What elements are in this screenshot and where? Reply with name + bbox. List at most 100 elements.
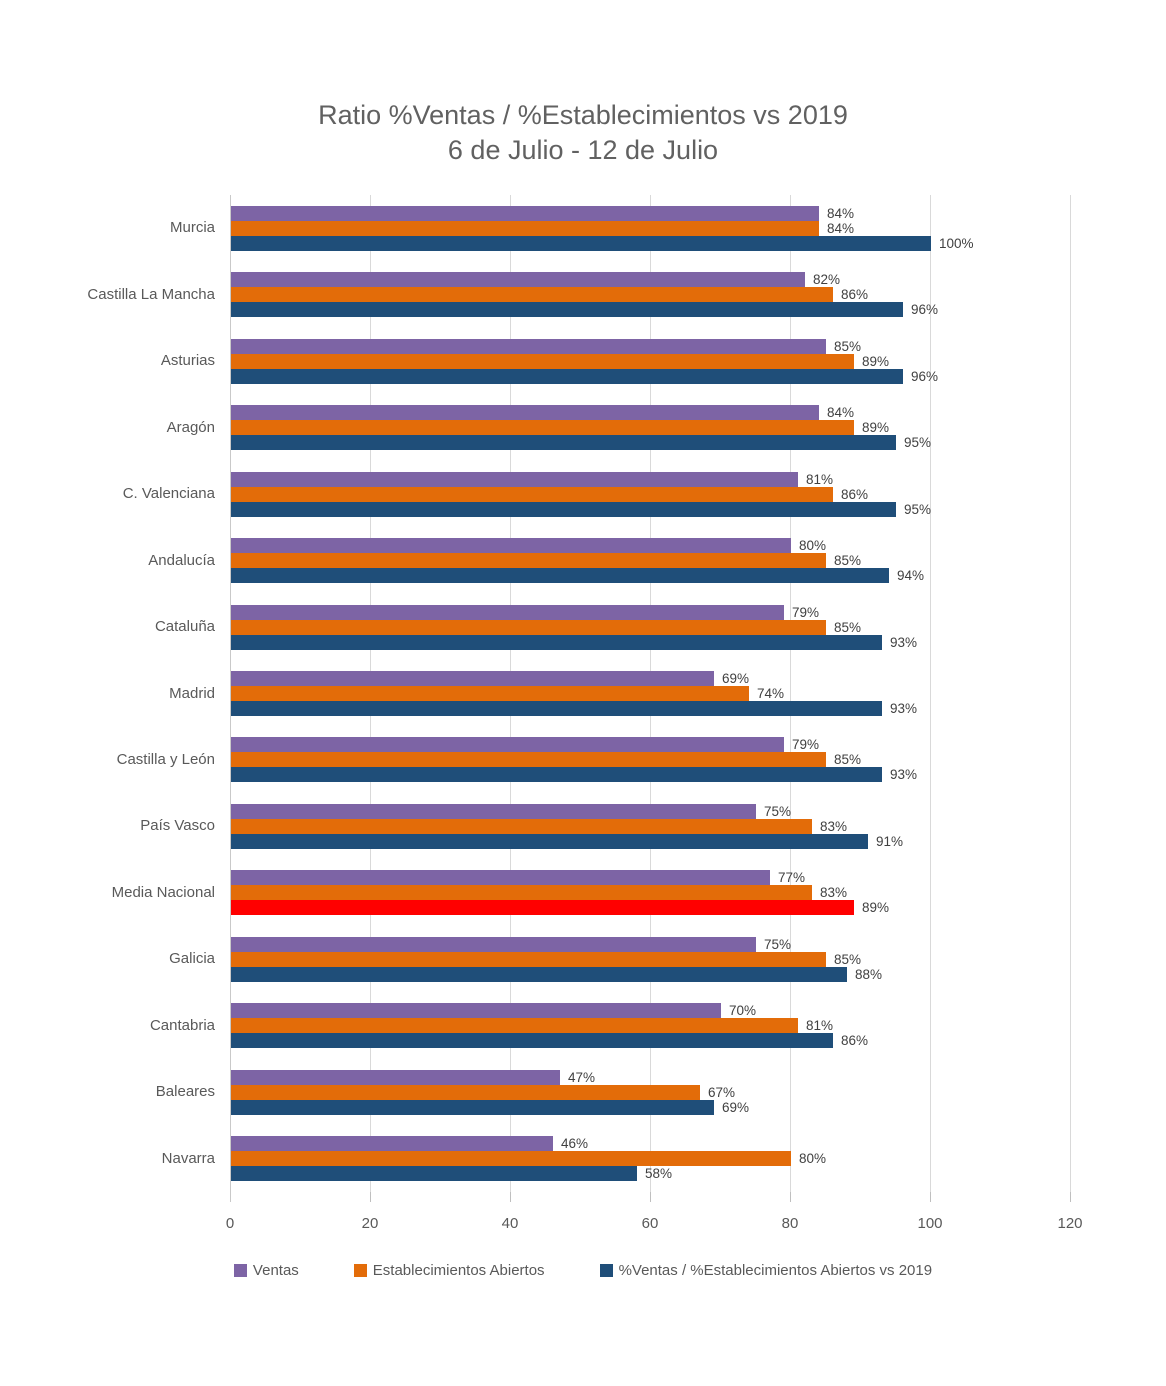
x-tick-label-0: 0 [225, 1215, 235, 1232]
bar-cantabria-establecimientos-abiertos [231, 1018, 798, 1034]
bar-value-label-arag-n-ventas-establecimientos-abiertos-vs-2019: 95% [904, 435, 932, 451]
category-label-madrid: Madrid [169, 684, 215, 702]
bar-value-label-asturias-ventas: 85% [834, 338, 862, 354]
bar-value-label-baleares-ventas-establecimientos-abiertos-vs-2019: 69% [722, 1099, 750, 1115]
x-axis-tick-40 [510, 1192, 511, 1202]
bar-andaluc-a-ventas-establecimientos-abiertos-vs-2019 [231, 568, 889, 584]
bar-value-label-navarra-ventas-establecimientos-abiertos-vs-2019: 58% [645, 1166, 673, 1182]
gridline-100 [930, 195, 931, 1192]
bar-highlight-media-nacional-ventas-establecimientos-abiertos-vs-2019 [231, 900, 854, 916]
bar-value-label-madrid-ventas: 69% [722, 671, 750, 686]
bar-value-label-catalu-a-ventas-establecimientos-abiertos-vs-2019: 93% [890, 634, 918, 650]
bar-value-label-asturias-establecimientos-abiertos: 89% [862, 353, 890, 369]
bar-value-label-castilla-la-mancha-ventas-establecimientos-abiertos-vs-2019: 96% [911, 302, 939, 318]
bar-value-label-galicia-ventas: 75% [764, 936, 792, 952]
bar-value-label-madrid-ventas-establecimientos-abiertos-vs-2019: 93% [890, 701, 918, 716]
bar-navarra-establecimientos-abiertos [231, 1151, 791, 1167]
bar-galicia-establecimientos-abiertos [231, 951, 826, 967]
bar-media-nacional-establecimientos-abiertos [231, 885, 812, 901]
bar-value-label-c-valenciana-ventas: 81% [806, 471, 834, 487]
bar-cantabria-ventas [231, 1003, 721, 1019]
x-tick-label-20: 20 [361, 1215, 379, 1232]
bar-andaluc-a-establecimientos-abiertos [231, 553, 826, 569]
gridline-120 [1070, 195, 1071, 1192]
bar-madrid-ventas [231, 671, 714, 686]
x-axis-tick-120 [1070, 1192, 1071, 1202]
category-label-baleares: Baleares [155, 1083, 215, 1101]
bar-asturias-ventas-establecimientos-abiertos-vs-2019 [231, 368, 903, 384]
category-label-galicia: Galicia [169, 950, 215, 968]
chart-title-line1: Ratio %Ventas / %Establecimientos vs 201… [318, 100, 848, 130]
bar-value-label-catalu-a-ventas: 79% [792, 604, 820, 620]
bar-value-label-navarra-ventas: 46% [561, 1136, 589, 1152]
bar-galicia-ventas [231, 936, 756, 952]
bar-asturias-ventas [231, 338, 826, 354]
bar-value-label-murcia-establecimientos-abiertos: 84% [827, 220, 855, 236]
bar-castilla-la-mancha-ventas [231, 272, 805, 288]
bar-value-label-andaluc-a-ventas-establecimientos-abiertos-vs-2019: 94% [897, 568, 925, 584]
bar-value-label-media-nacional-establecimientos-abiertos: 83% [820, 885, 848, 901]
bar-value-label-castilla-y-le-n-ventas-establecimientos-abiertos-vs-2019: 93% [890, 767, 918, 783]
category-label-media-nacional: Media Nacional [111, 883, 215, 901]
category-label-murcia: Murcia [169, 219, 215, 237]
bar-castilla-la-mancha-ventas-establecimientos-abiertos-vs-2019 [231, 302, 903, 318]
category-label-asturias: Asturias [160, 352, 215, 370]
bar-value-label-murcia-ventas: 84% [827, 205, 855, 221]
bar-value-label-galicia-establecimientos-abiertos: 85% [834, 951, 862, 967]
bar-value-label-pa-s-vasco-ventas: 75% [764, 803, 792, 819]
bar-value-label-arag-n-ventas: 84% [827, 405, 855, 421]
bar-value-label-andaluc-a-ventas: 80% [799, 538, 827, 554]
x-tick-label-120: 120 [1057, 1215, 1083, 1232]
bar-murcia-ventas-establecimientos-abiertos-vs-2019 [231, 235, 931, 251]
bar-murcia-establecimientos-abiertos [231, 220, 819, 236]
bar-castilla-la-mancha-establecimientos-abiertos [231, 287, 833, 303]
category-label-castilla-la-mancha: Castilla La Mancha [87, 285, 215, 303]
bar-value-label-murcia-ventas-establecimientos-abiertos-vs-2019: 100% [939, 235, 974, 251]
bar-value-label-cantabria-ventas-establecimientos-abiertos-vs-2019: 86% [841, 1033, 869, 1049]
x-axis-tick-60 [650, 1192, 651, 1202]
bar-c-valenciana-ventas-establecimientos-abiertos-vs-2019 [231, 501, 896, 517]
legend-label: Ventas [252, 1262, 299, 1279]
legend-item-ventas: Ventas [233, 1262, 299, 1279]
legend-item-ventas-establecimientos-abiertos-vs-2019: %Ventas / %Establecimientos Abiertos vs … [599, 1262, 933, 1279]
bar-value-label-media-nacional-ventas: 77% [778, 870, 806, 886]
bar-c-valenciana-ventas [231, 471, 798, 487]
bar-value-label-cantabria-ventas: 70% [729, 1003, 757, 1019]
bar-baleares-ventas [231, 1069, 560, 1085]
bar-madrid-ventas-establecimientos-abiertos-vs-2019 [231, 701, 882, 716]
category-label-cantabria: Cantabria [149, 1016, 215, 1034]
bar-castilla-y-le-n-ventas [231, 737, 784, 753]
bar-value-label-castilla-la-mancha-establecimientos-abiertos: 86% [841, 287, 869, 303]
bar-andaluc-a-ventas [231, 538, 791, 554]
legend-label: %Ventas / %Establecimientos Abiertos vs … [618, 1262, 933, 1279]
category-label-arag-n: Aragón [166, 418, 215, 436]
bar-value-label-baleares-ventas: 47% [568, 1069, 596, 1085]
bar-navarra-ventas-establecimientos-abiertos-vs-2019 [231, 1166, 637, 1182]
chart-title-line2: 6 de Julio - 12 de Julio [447, 135, 719, 165]
category-label-castilla-y-le-n: Castilla y León [116, 750, 215, 768]
x-tick-label-40: 40 [501, 1215, 519, 1232]
bar-value-label-castilla-y-le-n-establecimientos-abiertos: 85% [834, 752, 862, 768]
bar-arag-n-ventas-establecimientos-abiertos-vs-2019 [231, 435, 896, 451]
bar-arag-n-establecimientos-abiertos [231, 420, 854, 436]
category-label-andaluc-a: Andalucía [148, 551, 215, 569]
x-axis-tick-100 [930, 1192, 931, 1202]
bar-asturias-establecimientos-abiertos [231, 353, 854, 369]
bar-value-label-c-valenciana-ventas-establecimientos-abiertos-vs-2019: 95% [904, 501, 932, 517]
bar-value-label-asturias-ventas-establecimientos-abiertos-vs-2019: 96% [911, 368, 939, 384]
bar-value-label-cantabria-establecimientos-abiertos: 81% [806, 1018, 834, 1034]
bar-c-valenciana-establecimientos-abiertos [231, 486, 833, 502]
bar-value-label-castilla-la-mancha-ventas: 82% [813, 272, 841, 288]
legend: Ventas Establecimientos Abiertos %Ventas /… [0, 1262, 1166, 1279]
bar-catalu-a-ventas [231, 604, 784, 620]
bar-value-label-pa-s-vasco-establecimientos-abiertos: 83% [820, 818, 848, 834]
bar-value-label-andaluc-a-establecimientos-abiertos: 85% [834, 553, 862, 569]
bar-value-label-baleares-establecimientos-abiertos: 67% [708, 1084, 736, 1100]
x-tick-label-80: 80 [781, 1215, 799, 1232]
legend-item-establecimientos-abiertos: Establecimientos Abiertos [353, 1262, 545, 1279]
bar-value-label-arag-n-establecimientos-abiertos: 89% [862, 420, 890, 436]
gridline-80 [790, 195, 791, 1192]
bar-pa-s-vasco-ventas-establecimientos-abiertos-vs-2019 [231, 833, 868, 849]
